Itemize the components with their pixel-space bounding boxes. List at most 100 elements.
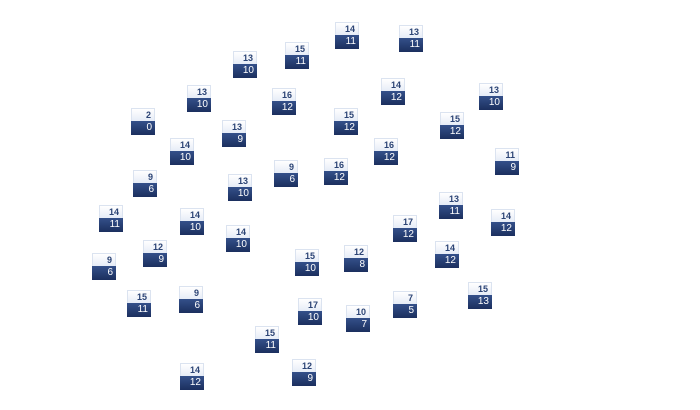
node[interactable]: 16 12: [374, 138, 398, 165]
node-bottom-value: 12: [374, 151, 398, 165]
node-top-value: 16: [374, 138, 398, 151]
node-top-value: 12: [292, 359, 316, 372]
node[interactable]: 16 12: [272, 88, 296, 115]
node-top-value: 14: [170, 138, 194, 151]
node-bottom-value: 9: [143, 253, 167, 267]
node-bottom-value: 10: [170, 151, 194, 165]
node[interactable]: 14 10: [180, 208, 204, 235]
node-bottom-value: 12: [381, 91, 405, 105]
node-bottom-value: 10: [295, 262, 319, 276]
node-top-value: 16: [272, 88, 296, 101]
node[interactable]: 14 12: [381, 78, 405, 105]
node-bottom-value: 11: [439, 205, 463, 219]
node[interactable]: 11 9: [495, 148, 519, 175]
node[interactable]: 12 9: [143, 240, 167, 267]
node-bottom-value: 12: [393, 228, 417, 242]
node[interactable]: 12 8: [344, 245, 368, 272]
node-top-value: 14: [99, 205, 123, 218]
node-bottom-value: 9: [495, 161, 519, 175]
node-bottom-value: 12: [334, 121, 358, 135]
node[interactable]: 15 11: [285, 42, 309, 69]
node[interactable]: 14 11: [99, 205, 123, 232]
node-top-value: 16: [324, 158, 348, 171]
node[interactable]: 15 13: [468, 282, 492, 309]
node[interactable]: 13 11: [439, 192, 463, 219]
node[interactable]: 10 7: [346, 305, 370, 332]
node-bottom-value: 6: [274, 173, 298, 187]
node-top-value: 7: [393, 291, 417, 304]
node-top-value: 14: [491, 209, 515, 222]
node[interactable]: 15 12: [440, 112, 464, 139]
node[interactable]: 13 10: [187, 85, 211, 112]
node-bottom-value: 10: [180, 221, 204, 235]
node-bottom-value: 6: [179, 299, 203, 313]
node-bottom-value: 0: [131, 121, 155, 135]
node[interactable]: 14 12: [491, 209, 515, 236]
node-top-value: 15: [295, 249, 319, 262]
node-top-value: 12: [344, 245, 368, 258]
node-bottom-value: 11: [255, 339, 279, 353]
node-bottom-value: 12: [491, 222, 515, 236]
node-top-value: 14: [381, 78, 405, 91]
node-top-value: 12: [143, 240, 167, 253]
node-bottom-value: 11: [127, 303, 151, 317]
node[interactable]: 17 12: [393, 215, 417, 242]
node[interactable]: 13 10: [233, 51, 257, 78]
node-bottom-value: 8: [344, 258, 368, 272]
node-top-value: 13: [233, 51, 257, 64]
node[interactable]: 14 10: [226, 225, 250, 252]
node-top-value: 9: [274, 160, 298, 173]
node[interactable]: 15 10: [295, 249, 319, 276]
node-bottom-value: 10: [479, 96, 503, 110]
node-bottom-value: 10: [226, 238, 250, 252]
node-top-value: 15: [440, 112, 464, 125]
node-bottom-value: 11: [335, 35, 359, 49]
node-bottom-value: 13: [468, 295, 492, 309]
node-top-value: 14: [180, 363, 204, 376]
node-top-value: 11: [495, 148, 519, 161]
node[interactable]: 14 12: [435, 241, 459, 268]
node-top-value: 9: [92, 253, 116, 266]
node-top-value: 14: [180, 208, 204, 221]
node-bottom-value: 12: [440, 125, 464, 139]
node[interactable]: 12 9: [292, 359, 316, 386]
node-bottom-value: 10: [228, 187, 252, 201]
node-top-value: 14: [226, 225, 250, 238]
node-top-value: 15: [255, 326, 279, 339]
node-bottom-value: 11: [99, 218, 123, 232]
node-top-value: 15: [285, 42, 309, 55]
node-bottom-value: 7: [346, 318, 370, 332]
node[interactable]: 13 10: [479, 83, 503, 110]
node-top-value: 2: [131, 108, 155, 121]
node[interactable]: 17 10: [298, 298, 322, 325]
node[interactable]: 13 10: [228, 174, 252, 201]
node[interactable]: 16 12: [324, 158, 348, 185]
node-bottom-value: 10: [187, 98, 211, 112]
node[interactable]: 13 11: [399, 25, 423, 52]
node-top-value: 14: [335, 22, 359, 35]
node[interactable]: 15 11: [255, 326, 279, 353]
node-top-value: 14: [435, 241, 459, 254]
node-top-value: 15: [468, 282, 492, 295]
node-top-value: 10: [346, 305, 370, 318]
node[interactable]: 14 10: [170, 138, 194, 165]
node-top-value: 13: [222, 120, 246, 133]
node-bottom-value: 9: [292, 372, 316, 386]
node[interactable]: 15 11: [127, 290, 151, 317]
node-bottom-value: 12: [435, 254, 459, 268]
node[interactable]: 15 12: [334, 108, 358, 135]
node-top-value: 9: [133, 170, 157, 183]
node[interactable]: 14 11: [335, 22, 359, 49]
node-top-value: 17: [393, 215, 417, 228]
node[interactable]: 13 9: [222, 120, 246, 147]
node-bottom-value: 5: [393, 304, 417, 318]
node-top-value: 13: [399, 25, 423, 38]
node[interactable]: 14 12: [180, 363, 204, 390]
node-bottom-value: 6: [133, 183, 157, 197]
